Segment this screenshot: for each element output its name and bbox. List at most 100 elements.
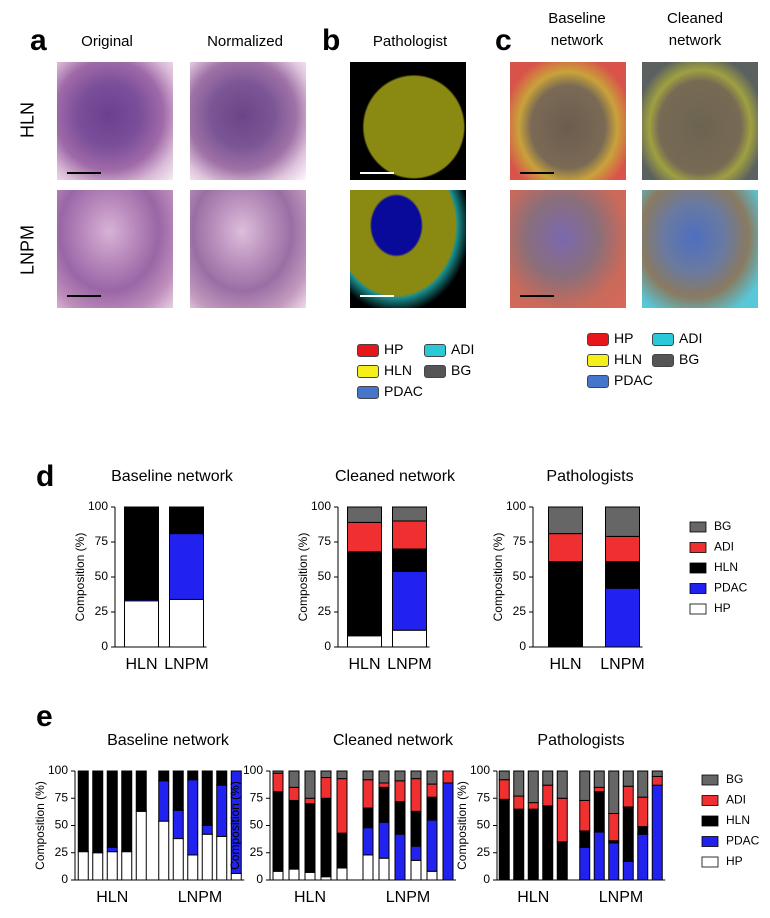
legend-swatch: [587, 333, 609, 346]
prediction-map: [642, 190, 758, 308]
prediction-map: [510, 62, 626, 180]
legend-swatch: [701, 815, 719, 827]
y-tick-label: 100: [470, 763, 490, 777]
bar-segment: [347, 635, 382, 648]
bar-segment: [513, 808, 525, 881]
bar-segment: [172, 838, 184, 881]
x-tick-label: HLN: [125, 656, 157, 673]
bar-segment: [347, 551, 382, 637]
bar-segment: [651, 770, 663, 777]
legend-swatch: [424, 344, 446, 357]
y-tick-label: 0: [101, 639, 108, 653]
bar-segment: [426, 783, 438, 798]
bar-segment: [92, 852, 104, 881]
bar-segment: [187, 770, 199, 781]
row-label: LNPM: [17, 224, 38, 276]
y-tick-label: 75: [513, 534, 527, 548]
bar-segment: [608, 813, 620, 842]
bar-segment: [548, 506, 583, 535]
bar-segment: [124, 600, 159, 648]
column-label: Pathologist: [372, 33, 448, 50]
x-tick-label: LNPM: [387, 656, 431, 673]
bar-segment: [651, 784, 663, 881]
bar-segment: [378, 857, 390, 881]
legend-swatch: [689, 562, 707, 574]
bar-segment: [392, 506, 427, 522]
bar-segment: [410, 778, 422, 812]
bar-segment: [542, 784, 554, 807]
bar-segment: [442, 782, 454, 881]
scale-bar: [67, 172, 101, 174]
bar-segment: [187, 854, 199, 881]
bar-segment: [77, 770, 89, 853]
bar-segment: [77, 851, 89, 881]
bar-segment: [637, 826, 649, 835]
y-axis-label: Composition (%): [228, 781, 242, 870]
bar-segment: [513, 795, 525, 810]
bar-segment: [362, 770, 374, 781]
legend-swatch: [701, 836, 719, 847]
legend-label: HLN: [726, 813, 750, 827]
bar-segment: [637, 770, 649, 798]
legend-label: ADI: [679, 330, 703, 346]
legend-label: HP: [614, 330, 634, 346]
bar-segment: [548, 533, 583, 563]
bar-segment: [172, 770, 184, 811]
bar-segment: [498, 770, 510, 781]
bar-segment: [394, 801, 406, 835]
x-tick-label: HLN: [96, 889, 128, 906]
bar-segment: [121, 770, 133, 853]
bar-segment: [651, 775, 663, 786]
y-tick-label: 25: [477, 845, 491, 859]
tissue-image: [190, 62, 306, 180]
legend-swatch: [357, 344, 379, 357]
x-tick-label: HLN: [517, 889, 549, 906]
bar-segment: [410, 845, 422, 861]
y-tick-label: 75: [55, 790, 69, 804]
bar-segment: [548, 561, 583, 648]
y-tick-label: 50: [95, 569, 109, 583]
y-tick-label: 75: [477, 790, 491, 804]
chart-title: Cleaned network: [333, 732, 454, 749]
y-axis-label: Composition (%): [33, 781, 47, 870]
bar-segment: [320, 770, 332, 779]
bar-segment: [201, 825, 213, 835]
legend-label: HP: [384, 341, 404, 357]
bar-segment: [394, 833, 406, 881]
y-tick-label: 0: [61, 872, 68, 886]
bar-segment: [410, 810, 422, 847]
y-tick-label: 100: [88, 499, 108, 513]
bar-segment: [336, 832, 348, 869]
bar-segment: [201, 833, 213, 881]
bar-segment: [378, 821, 390, 859]
y-tick-label: 50: [55, 818, 69, 832]
bar-segment: [527, 802, 539, 810]
bar-segment: [605, 535, 640, 563]
y-tick-label: 50: [477, 818, 491, 832]
bar-segment: [394, 770, 406, 782]
legend-label: ADI: [726, 793, 746, 807]
y-tick-label: 0: [519, 639, 526, 653]
legend-label: HLN: [714, 560, 738, 574]
legend-swatch: [701, 856, 719, 868]
bar-segment: [230, 872, 242, 881]
prediction-map: [510, 190, 626, 308]
y-axis-label: Composition (%): [455, 781, 469, 870]
bar-segment: [378, 782, 390, 788]
bar-segment: [304, 871, 316, 881]
bar-segment: [378, 786, 390, 823]
bar-segment: [169, 533, 204, 600]
scale-bar: [360, 172, 394, 174]
bar-segment: [593, 791, 605, 833]
x-tick-label: LNPM: [386, 889, 430, 906]
chart-title: Cleaned network: [335, 468, 456, 485]
legend-label: HLN: [614, 351, 643, 367]
legend-swatch: [701, 795, 719, 806]
legend-label: HLN: [384, 362, 413, 378]
bar-segment: [135, 770, 147, 812]
bar-segment: [216, 770, 228, 786]
panel-letter: c: [495, 24, 512, 57]
y-tick-label: 75: [250, 790, 264, 804]
bar-segment: [622, 770, 634, 787]
column-label: Cleaned network: [667, 10, 723, 49]
